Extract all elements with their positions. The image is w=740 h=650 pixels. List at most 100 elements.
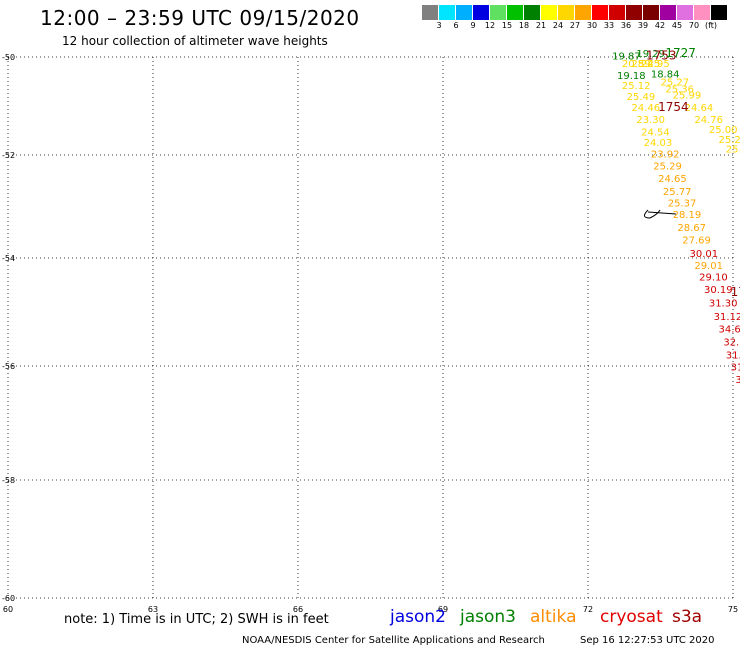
pass-time-marker: 175 [731, 285, 740, 299]
color-scale-label: 45 [671, 21, 683, 30]
color-swatch [490, 5, 507, 20]
color-scale-label: 27 [569, 21, 581, 30]
color-swatch [660, 5, 677, 20]
color-scale-label: 30 [586, 21, 598, 30]
legend-item-altika: altika [530, 607, 577, 627]
footer-timestamp: Sep 16 12:27:53 UTC 2020 [580, 635, 715, 646]
wave-height-label: 25.27 [661, 77, 690, 88]
legend-item-jason2: jason2 [390, 607, 446, 627]
wave-height-label: 25.25 [719, 135, 740, 146]
lon-tick-label: 66 [293, 605, 303, 614]
color-scale-label: 12 [484, 21, 496, 30]
wave-height-label: 25.12 [622, 81, 651, 92]
color-swatch [609, 5, 626, 20]
color-scale-labels: 3 6 9 12 15 18 21 24 27 30 33 36 39 42 45 70 (ft) [422, 21, 740, 33]
wave-height-label: 27.69 [682, 236, 711, 247]
wave-height-label: 25.37 [668, 199, 697, 210]
color-scale-label: 6 [453, 21, 459, 30]
color-swatch [524, 5, 541, 20]
color-swatch [694, 5, 711, 20]
color-swatch [507, 5, 524, 20]
map-subtitle: 12 hour collection of altimeter wave hei… [62, 34, 328, 48]
color-scale-label: 36 [620, 21, 632, 30]
color-scale-label: 42 [654, 21, 666, 30]
storm-symbol [644, 209, 677, 219]
lon-tick-label: 60 [3, 605, 13, 614]
pass-time-marker: 1753 [646, 48, 677, 62]
wave-height-label: 31.12 [714, 312, 740, 323]
color-swatch [643, 5, 660, 20]
color-swatch [439, 5, 456, 20]
wave-height-label: 24.65 [658, 174, 687, 185]
wave-height-label: 25.25 [632, 59, 661, 70]
wave-height-label: 24.95 [641, 59, 670, 70]
color-scale-label: 39 [637, 21, 649, 30]
color-scale-label: 21 [535, 21, 547, 30]
wave-height-label: 24.46 [632, 103, 661, 114]
wave-height-label: 25.29 [653, 161, 682, 172]
color-scale-label: 18 [518, 21, 530, 30]
lon-tick-label: 69 [438, 605, 448, 614]
pass-time-marker: 1754 [658, 100, 689, 114]
wave-height-label: 30.19 [704, 285, 733, 296]
wave-height-label: 20.89 [622, 59, 651, 70]
legend-item-s3a: s3a [672, 607, 703, 627]
wave-height-label: 23.30 [636, 115, 665, 126]
lon-tick-label: 63 [148, 605, 158, 614]
color-scale-label: 15 [501, 21, 513, 30]
wave-height-label: 29.10 [699, 273, 728, 284]
map-grid [7, 56, 734, 600]
time-markers: 1753172717541752 [646, 46, 740, 299]
wave-height-label: 32.88 [723, 337, 740, 348]
wave-height-label: 30.01 [690, 249, 719, 260]
wave-height-label: 24.76 [694, 115, 723, 126]
wave-height-label: 25.36 [665, 84, 694, 95]
wave-height-label: 31.30 [709, 299, 738, 310]
color-swatch [626, 5, 643, 20]
wave-height-label: 23.92 [651, 150, 680, 161]
color-swatch [558, 5, 575, 20]
lat-tick-label: -56 [2, 362, 15, 371]
wave-height-label: 34.66 [719, 325, 740, 336]
color-scale-label: 3 [436, 21, 442, 30]
lat-tick-label: -54 [2, 254, 15, 263]
color-scale-label: 24 [552, 21, 564, 30]
color-swatch [677, 5, 694, 20]
wave-height-label: 24.64 [685, 103, 714, 114]
pass-time-marker: 1727 [665, 46, 696, 60]
lat-tick-label: -52 [2, 151, 15, 160]
footer-note: note: 1) Time is in UTC; 2) SWH is in fe… [64, 612, 329, 627]
color-swatch [456, 5, 473, 20]
color-swatch [541, 5, 558, 20]
map-title: 12:00 – 23:59 UTC 09/15/2020 [40, 6, 360, 30]
wave-height-label: 19.18 [617, 71, 646, 82]
wave-height-label: 31.92 [726, 350, 740, 361]
wave-height-label: 29.01 [694, 261, 723, 272]
color-scale-label: 33 [603, 21, 615, 30]
legend-item-cryosat: cryosat [600, 607, 663, 627]
wave-height-label: 18.84 [651, 70, 680, 81]
color-swatch [473, 5, 490, 20]
wave-height-label: 28.19 [673, 210, 702, 221]
lat-tick-label: -58 [2, 476, 15, 485]
legend-item-jason3: jason3 [460, 607, 516, 627]
wave-height-label: 25.47 [726, 145, 740, 156]
color-swatch [592, 5, 609, 20]
color-swatch [711, 5, 728, 20]
color-scale-label: 9 [470, 21, 476, 30]
wave-height-label: 24.03 [644, 138, 673, 149]
color-swatch [422, 5, 439, 20]
lat-tick-label: -60 [2, 594, 15, 603]
wave-height-label: 31.93 [735, 375, 740, 386]
wave-height-label: 19.87 [612, 51, 641, 62]
footer-credit: NOAA/NESDIS Center for Satellite Applica… [242, 635, 545, 646]
lon-tick-label: 72 [583, 605, 593, 614]
lon-tick-label: 75 [728, 605, 738, 614]
wave-height-label: 28.67 [677, 223, 706, 234]
wave-height-label: 25.00 [709, 125, 738, 136]
wave-height-label: 19.29 [636, 49, 665, 60]
color-scale-bar [422, 5, 728, 20]
color-scale-label: (ft) [704, 21, 718, 30]
